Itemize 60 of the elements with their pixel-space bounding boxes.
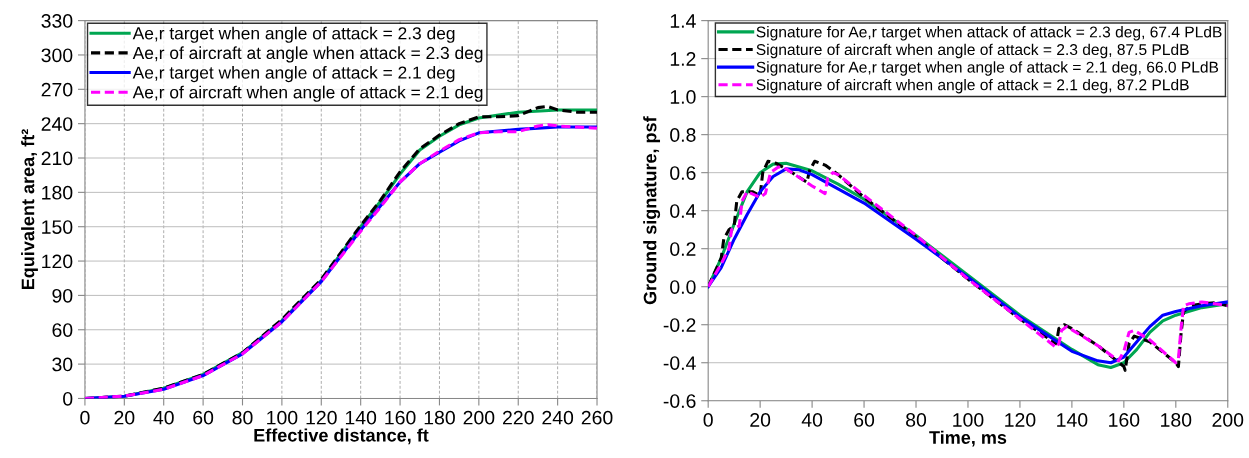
x-tick-label: 200	[1212, 413, 1244, 427]
x-tick-label: 0	[703, 413, 713, 427]
y-tick-label: 0.8	[670, 128, 696, 142]
x-tick-label: 20	[114, 410, 135, 425]
y-tick-label: 270	[41, 82, 73, 97]
x-tick-label: 40	[801, 413, 823, 427]
x-tick-label: 180	[1161, 413, 1192, 427]
y-tick-label: 60	[52, 323, 73, 337]
y-tick-label: -0.2	[663, 318, 696, 332]
x-tick-label: 120	[306, 410, 337, 425]
legend-label: Ae,r of aircraft when angle of attack = 2.1 deg	[132, 85, 483, 102]
y-tick-label: 0	[63, 391, 73, 406]
x-tick-label: 260	[581, 410, 613, 425]
y-tick-label: 90	[52, 288, 73, 303]
y-tick-label: 330	[41, 14, 73, 28]
legend-label: Signature for Ae,r target when angle of attack = 2.1 deg, 66.0 PLdB	[756, 61, 1219, 76]
x-tick-label: 80	[906, 413, 927, 427]
x-tick-label: 180	[424, 410, 455, 425]
y-tick-label: 30	[52, 357, 73, 372]
legend-label: Ae,r target when angle of attack = 2.1 deg	[132, 66, 455, 83]
legend-label: Signature of aircraft when angle of attack = 2.3 deg, 87.5 PLdB	[756, 43, 1189, 59]
x-tick-label: 240	[542, 410, 574, 425]
y-tick-label: 1.2	[670, 52, 696, 66]
x-tick-label: 120	[1005, 413, 1036, 427]
x-tick-label: 200	[463, 410, 495, 425]
y-tick-label: 180	[42, 185, 73, 200]
legend-label: Ae,r target when angle of attack = 2.3 deg	[132, 26, 455, 43]
x-tick-label: 220	[503, 410, 534, 425]
y-tick-label: 120	[42, 254, 73, 269]
x-tick-label: 40	[153, 410, 174, 425]
x-tick-label: 0	[80, 410, 90, 425]
y-tick-label: 1.0	[670, 90, 696, 104]
x-tick-label: 140	[1057, 413, 1088, 427]
y-tick-label: 0.6	[670, 166, 696, 180]
y-tick-label: 300	[41, 48, 73, 63]
y-tick-label: 240	[41, 117, 73, 131]
legend-label: Signature of aircraft when angle of attack = 2.1 deg, 87.2 PLdB	[756, 78, 1189, 94]
y-tick-label: -0.6	[663, 394, 696, 408]
x-axis-title: Time, ms	[929, 430, 1007, 447]
y-axis-title: Equivalent area, ft²	[21, 129, 38, 290]
x-tick-label: 160	[1109, 413, 1140, 427]
y-tick-label: 0.4	[670, 204, 696, 218]
x-tick-label: 160	[385, 410, 416, 425]
x-tick-label: 100	[267, 410, 298, 425]
y-tick-label: 0.2	[670, 242, 696, 256]
legend-label: Signature for Ae,r target when attack of attack = 2.3 deg, 67.4 PLdB	[756, 26, 1222, 41]
legend-label: Ae,r of aircraft at angle when attack = 2.3 deg	[132, 46, 483, 63]
y-axis-title: Ground signature, psf	[643, 116, 661, 305]
x-tick-label: 80	[232, 410, 253, 425]
y-tick-label: 150	[42, 220, 73, 234]
y-tick-label: 0.0	[670, 280, 696, 294]
x-tick-label: 20	[750, 413, 771, 427]
y-tick-label: -0.4	[663, 356, 696, 370]
y-tick-label: 1.4	[670, 14, 696, 28]
x-tick-label: 60	[854, 413, 875, 427]
x-tick-label: 100	[953, 413, 984, 427]
y-tick-label: 210	[41, 151, 73, 166]
x-axis-title: Effective distance, ft	[254, 428, 429, 445]
x-tick-label: 60	[193, 410, 214, 425]
x-tick-label: 140	[345, 410, 377, 425]
